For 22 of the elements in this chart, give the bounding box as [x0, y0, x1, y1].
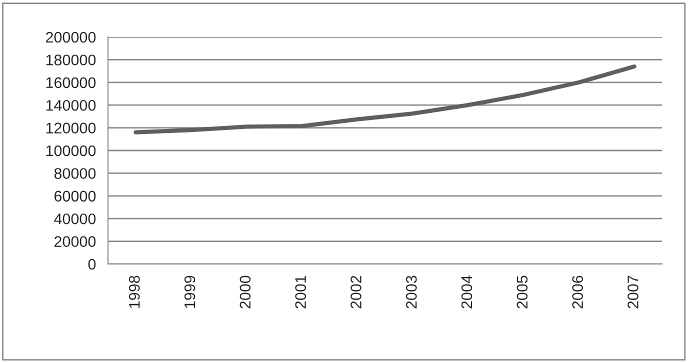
x-tick-label: 2000 [240, 276, 251, 308]
line-series [134, 64, 636, 134]
y-tick-label: 20000 [54, 236, 96, 247]
x-tick-label: 2002 [350, 276, 362, 308]
x-tick-label: 1998 [128, 276, 140, 308]
y-tick-label: 180000 [46, 54, 96, 66]
x-tick-label: 2005 [516, 276, 528, 308]
y-tick-label: 120000 [46, 122, 96, 134]
y-tick-label: 100000 [46, 145, 96, 156]
x-tick-label: 2001 [295, 276, 306, 308]
x-tick-label: 2006 [572, 276, 583, 308]
x-tick-label: 1999 [184, 276, 196, 308]
y-tick-label: 80000 [54, 168, 96, 179]
y-tick-label: 60000 [54, 190, 96, 202]
y-tick-label: 160000 [46, 77, 96, 88]
y-tick-label: 140000 [46, 100, 96, 111]
y-tick-label: 40000 [54, 213, 96, 224]
y-tick-label: 200000 [46, 32, 96, 43]
y-tick-label: 0 [88, 258, 96, 270]
x-tick-label: 2007 [628, 276, 638, 308]
x-tick-label: 2004 [461, 276, 472, 308]
x-tick-label: 2003 [406, 276, 417, 308]
